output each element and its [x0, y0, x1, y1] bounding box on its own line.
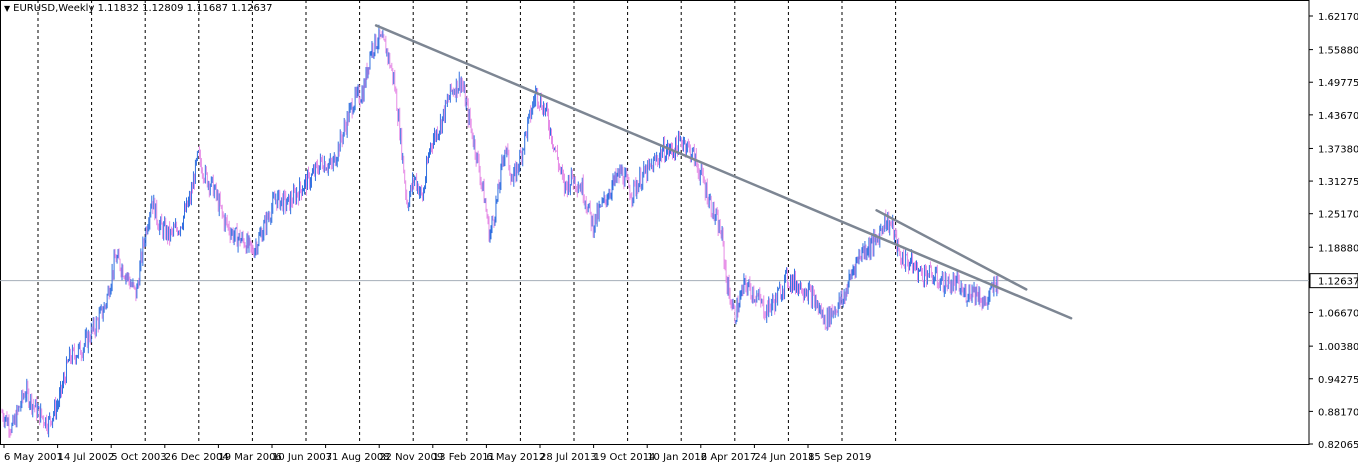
y-tick-label: 0.82065: [1318, 440, 1358, 451]
y-tick-label: 0.94275: [1318, 375, 1358, 386]
y-tick-label: 1.62170: [1318, 12, 1358, 23]
current-price-badge: [1309, 273, 1358, 289]
ohlc-values: 1.11832 1.12809 1.11687 1.12637: [97, 3, 273, 14]
plot-frame: [0, 0, 1310, 445]
y-tick-label: 1.00380: [1318, 342, 1358, 353]
y-tick-label: 1.31275: [1318, 177, 1358, 188]
x-tick-label: 6 May 2001: [4, 452, 63, 463]
y-tick-label: 1.25170: [1318, 210, 1358, 221]
symbol-label: EURUSD,Weekly: [13, 3, 95, 14]
x-tick-label: 6 May 2012: [486, 452, 545, 463]
x-tick-label: 24 Jun 2018: [754, 452, 814, 463]
price-bars: [1, 24, 999, 438]
x-tick-label: 19 Mar 2006: [218, 452, 281, 463]
trendline[interactable]: [875, 209, 1028, 291]
x-tick-label: 28 Jul 2013: [540, 452, 597, 463]
y-tick-label: 1.37380: [1318, 144, 1358, 155]
y-tick-label: 1.55880: [1318, 46, 1358, 57]
x-tick-label: 22 Nov 2009: [379, 452, 443, 463]
y-tick-label: 0.88170: [1318, 407, 1358, 418]
x-tick-label: 19 Oct 2014: [594, 452, 656, 463]
trendline[interactable]: [374, 24, 1073, 320]
y-tick-label: 1.18880: [1318, 243, 1358, 254]
x-tick-label: 15 Sep 2019: [808, 452, 871, 463]
current-price-label: 1.12637: [1318, 277, 1358, 288]
x-tick-label: 5 Oct 2003: [111, 452, 166, 463]
x-tick-label: 26 Dec 2004: [165, 452, 229, 463]
y-tick-label: 1.06670: [1318, 309, 1358, 320]
x-tick-label: 10 Jun 2007: [272, 452, 332, 463]
x-tick-label: 13 Feb 2011: [433, 452, 495, 463]
x-tick-label: 2 Apr 2017: [701, 452, 756, 463]
chart-header: ▼ EURUSD,Weekly 1.11832 1.12809 1.11687 1…: [4, 3, 273, 14]
collapse-triangle-icon[interactable]: ▼: [4, 4, 11, 13]
x-tick-label: 14 Jul 2002: [58, 452, 115, 463]
y-tick-label: 1.43670: [1318, 111, 1358, 122]
x-tick-label: 31 Aug 2008: [326, 452, 390, 463]
y-tick-label: 1.49775: [1318, 78, 1358, 89]
x-tick-label: 10 Jan 2016: [647, 452, 707, 463]
